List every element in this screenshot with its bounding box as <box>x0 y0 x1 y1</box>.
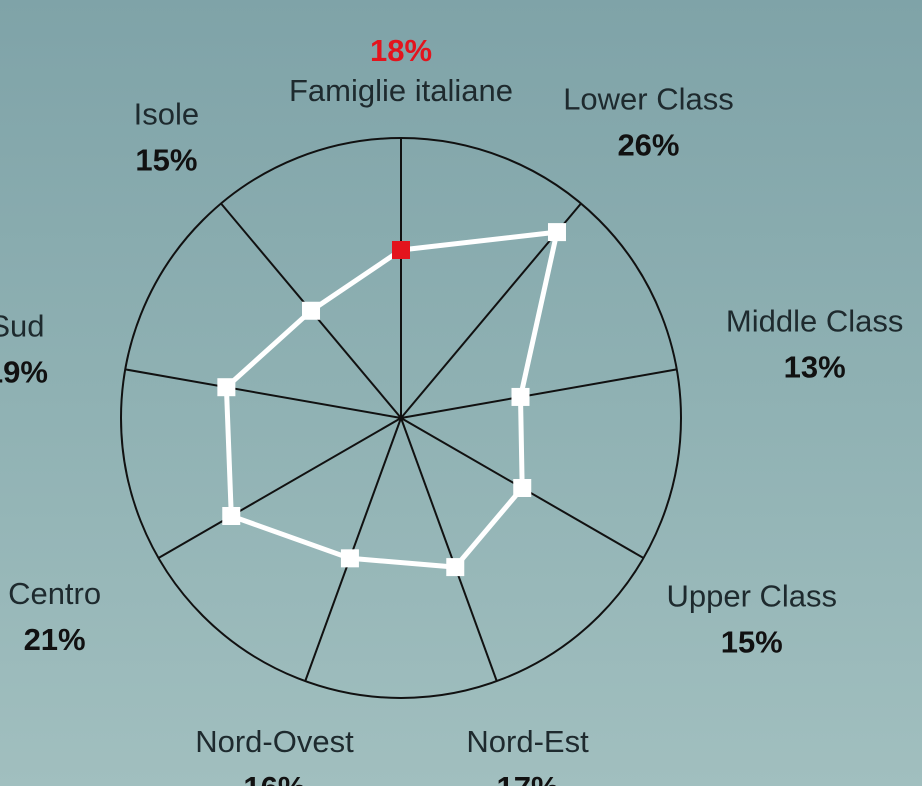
point-marker <box>222 507 241 525</box>
category-label: Lower Class <box>563 81 734 116</box>
spoke <box>400 368 677 419</box>
point-marker <box>340 549 359 568</box>
value-label: 16% <box>243 770 305 786</box>
category-label: Famiglie italiane <box>289 73 513 108</box>
radar-line <box>223 229 560 570</box>
value-label: 21% <box>24 622 86 657</box>
value-label: 26% <box>617 127 679 162</box>
point-marker <box>302 301 321 320</box>
value-label: 15% <box>721 625 783 660</box>
point-marker <box>446 558 465 577</box>
spoke <box>158 417 402 559</box>
category-label: Isole <box>134 97 199 132</box>
category-label: Nord-Est <box>466 724 589 759</box>
category-label: Sud <box>0 308 45 343</box>
point-marker <box>217 378 236 397</box>
point-marker <box>547 223 566 242</box>
value-label: 18% <box>370 33 432 68</box>
category-label: Upper Class <box>666 579 837 614</box>
value-label: 15% <box>135 143 197 178</box>
point-marker <box>513 479 532 497</box>
category-label: Centro <box>8 576 101 611</box>
spoke <box>400 417 498 682</box>
category-label: Nord-Ovest <box>195 724 354 759</box>
category-label: Middle Class <box>726 303 903 338</box>
value-label: 17% <box>497 770 559 786</box>
value-label: 19% <box>0 354 48 389</box>
value-label: 13% <box>784 349 846 384</box>
point-marker <box>392 241 410 259</box>
spoke <box>125 368 402 419</box>
point-marker <box>511 387 530 406</box>
